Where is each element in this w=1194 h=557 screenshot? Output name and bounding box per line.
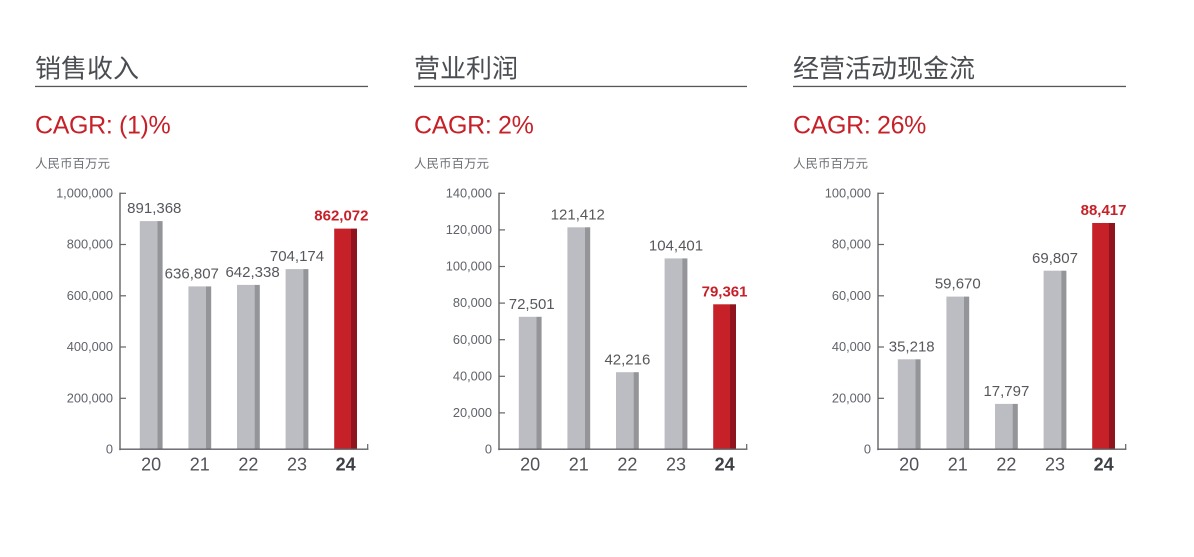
svg-text:704,174: 704,174 [270, 248, 324, 265]
svg-text:20,000: 20,000 [832, 390, 871, 405]
svg-text:104,401: 104,401 [649, 238, 703, 255]
svg-text:636,807: 636,807 [165, 266, 219, 283]
svg-text:800,000: 800,000 [67, 237, 113, 252]
svg-text:20: 20 [520, 455, 540, 475]
svg-text:CAGR: 26%: CAGR: 26% [793, 112, 926, 140]
svg-text:17,797: 17,797 [983, 383, 1029, 400]
svg-text:400,000: 400,000 [67, 339, 113, 354]
svg-text:100,000: 100,000 [446, 259, 492, 274]
svg-text:22: 22 [238, 455, 258, 475]
svg-text:120,000: 120,000 [446, 222, 492, 237]
svg-text:21: 21 [190, 455, 210, 475]
svg-text:80,000: 80,000 [453, 295, 492, 310]
svg-text:60,000: 60,000 [832, 288, 871, 303]
svg-text:21: 21 [948, 455, 968, 475]
svg-text:23: 23 [666, 455, 686, 475]
svg-text:40,000: 40,000 [453, 368, 492, 383]
svg-text:24: 24 [336, 455, 356, 475]
svg-text:600,000: 600,000 [67, 288, 113, 303]
svg-text:862,072: 862,072 [314, 208, 368, 225]
svg-text:21: 21 [569, 455, 589, 475]
svg-text:121,412: 121,412 [551, 206, 605, 223]
svg-text:0: 0 [106, 442, 113, 457]
svg-text:60,000: 60,000 [453, 332, 492, 347]
svg-text:0: 0 [485, 442, 492, 457]
svg-text:100,000: 100,000 [825, 186, 871, 201]
svg-text:79,361: 79,361 [702, 283, 748, 300]
svg-text:59,670: 59,670 [935, 276, 981, 293]
svg-text:42,216: 42,216 [604, 351, 650, 368]
svg-text:80,000: 80,000 [832, 237, 871, 252]
svg-text:24: 24 [715, 455, 735, 475]
svg-text:642,338: 642,338 [225, 264, 279, 281]
svg-text:1,000,000: 1,000,000 [56, 186, 113, 201]
svg-text:891,368: 891,368 [127, 200, 181, 217]
svg-text:20,000: 20,000 [453, 405, 492, 420]
svg-text:22: 22 [996, 455, 1016, 475]
svg-text:200,000: 200,000 [67, 390, 113, 405]
svg-text:24: 24 [1094, 455, 1114, 475]
svg-text:35,218: 35,218 [889, 338, 935, 355]
svg-text:72,501: 72,501 [509, 296, 555, 313]
svg-text:88,417: 88,417 [1081, 202, 1127, 219]
svg-text:40,000: 40,000 [832, 339, 871, 354]
svg-text:0: 0 [864, 442, 871, 457]
svg-text:20: 20 [141, 455, 161, 475]
svg-text:69,807: 69,807 [1032, 250, 1078, 267]
svg-text:CAGR: (1)%: CAGR: (1)% [35, 112, 171, 140]
svg-text:20: 20 [899, 455, 919, 475]
svg-text:CAGR: 2%: CAGR: 2% [414, 112, 534, 140]
svg-text:23: 23 [1045, 455, 1065, 475]
svg-text:140,000: 140,000 [446, 186, 492, 201]
svg-text:23: 23 [287, 455, 307, 475]
svg-text:22: 22 [617, 455, 637, 475]
